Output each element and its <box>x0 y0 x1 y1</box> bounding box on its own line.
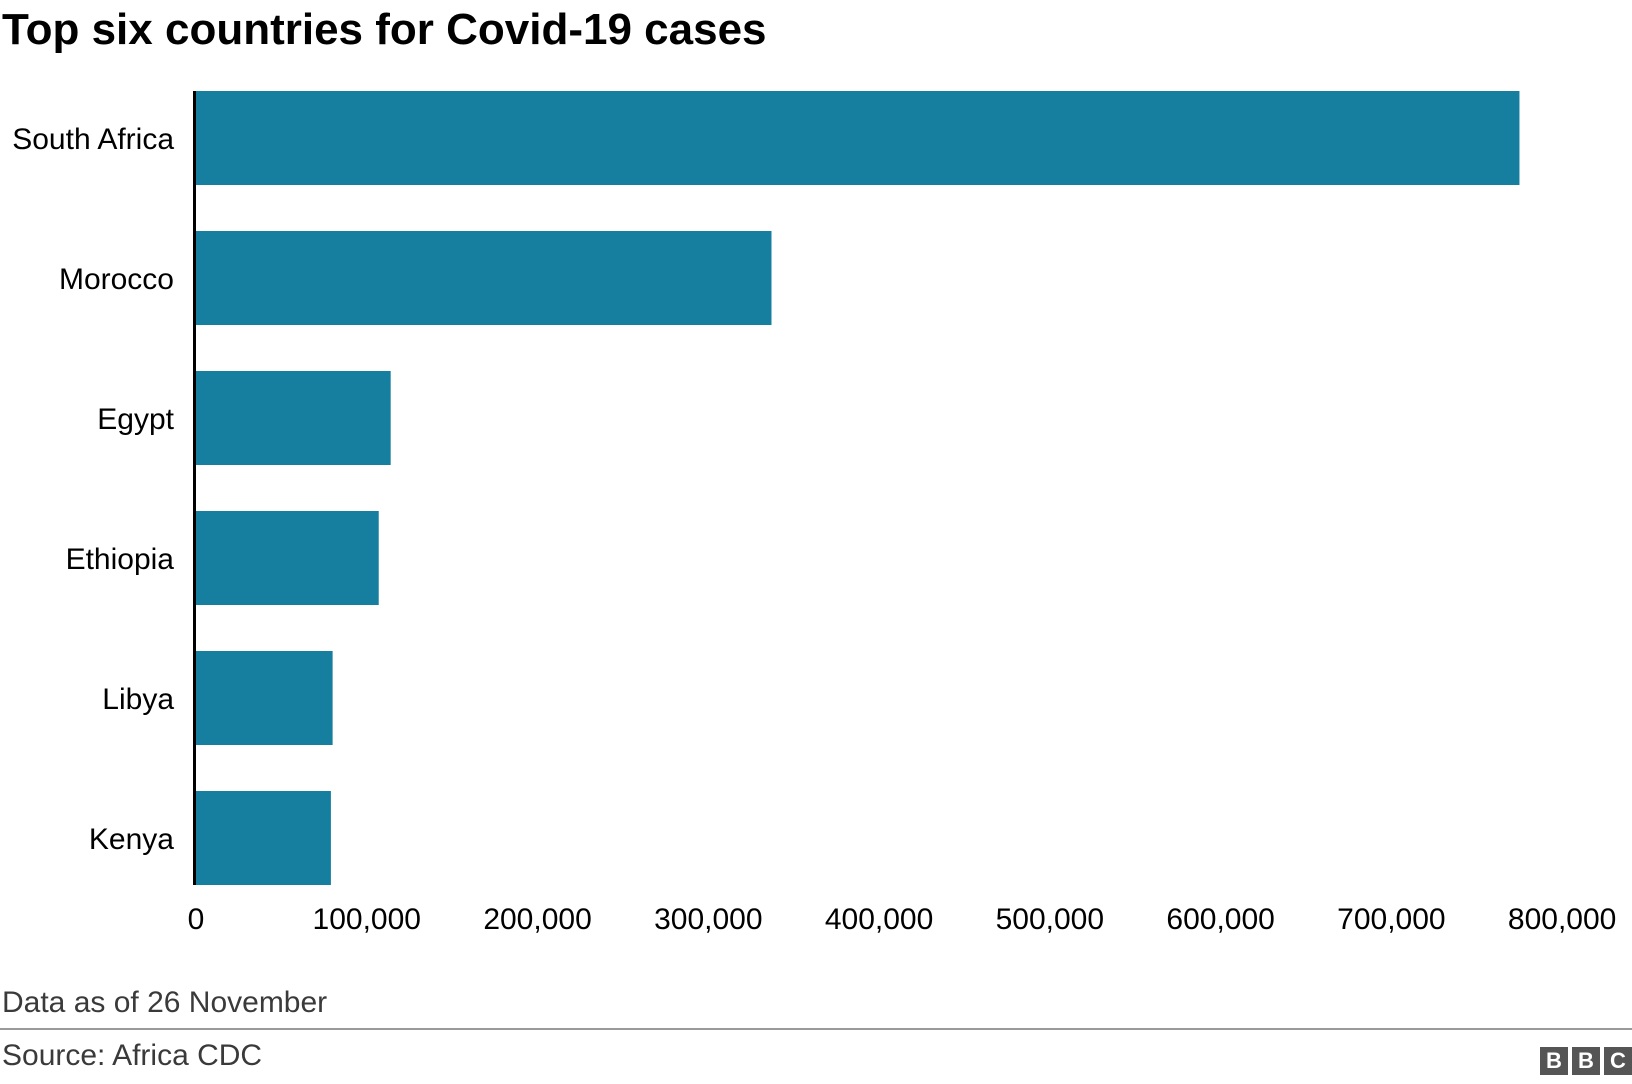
bar-ethiopia <box>196 511 379 605</box>
bar-morocco <box>196 231 772 325</box>
bbc-logo-letter-3: C <box>1604 1047 1632 1075</box>
bbc-logo-letter-2: B <box>1572 1047 1600 1075</box>
bar-south-africa <box>196 91 1520 185</box>
bar-libya <box>196 651 333 745</box>
x-tick-label: 400,000 <box>825 903 933 936</box>
x-tick-label: 100,000 <box>313 903 421 936</box>
category-label-south-africa: South Africa <box>12 123 174 156</box>
category-label-morocco: Morocco <box>59 263 174 296</box>
x-tick-label: 200,000 <box>483 903 591 936</box>
category-label-ethiopia: Ethiopia <box>66 543 175 576</box>
x-tick-label: 300,000 <box>654 903 762 936</box>
x-tick-label: 0 <box>188 903 205 936</box>
bar-kenya <box>196 791 331 885</box>
data-date-note: Data as of 26 November <box>2 986 328 1019</box>
category-label-libya: Libya <box>102 683 174 716</box>
x-tick-label: 800,000 <box>1508 903 1616 936</box>
footer-divider <box>0 1028 1632 1030</box>
bbc-logo-letter-1: B <box>1540 1047 1568 1075</box>
x-tick-label: 700,000 <box>1337 903 1445 936</box>
category-label-kenya: Kenya <box>89 823 174 856</box>
x-tick-label: 500,000 <box>996 903 1104 936</box>
source-label: Source: Africa CDC <box>2 1039 263 1072</box>
bar-egypt <box>196 371 391 465</box>
category-label-egypt: Egypt <box>97 403 174 436</box>
x-tick-label: 600,000 <box>1166 903 1274 936</box>
chart-title: Top six countries for Covid-19 cases <box>2 5 767 54</box>
bbc-logo: B B C <box>1540 1047 1632 1075</box>
